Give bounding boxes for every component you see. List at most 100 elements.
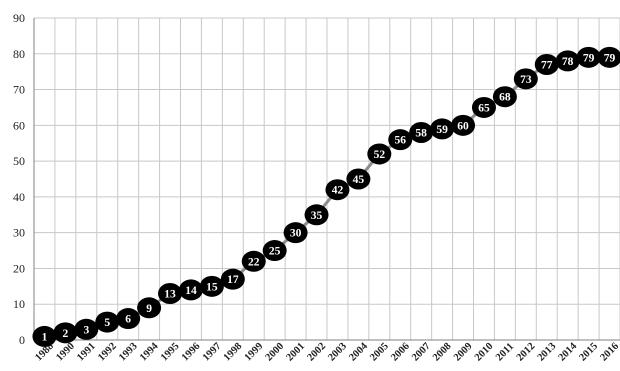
y-tick-label: 50 bbox=[13, 154, 25, 168]
x-tick-label: 2016 bbox=[598, 341, 620, 364]
data-point-marker bbox=[471, 96, 496, 118]
x-tick-label: 2010 bbox=[473, 341, 496, 364]
data-point-marker bbox=[576, 46, 601, 68]
data-label: 30 bbox=[290, 228, 302, 240]
data-point-marker bbox=[555, 50, 580, 72]
y-axis-ticks: 0 10 20 30 40 50 60 70 80 90 bbox=[13, 11, 25, 347]
data-label: 14 bbox=[185, 285, 197, 297]
grid bbox=[34, 17, 620, 340]
data-label: 56 bbox=[395, 135, 407, 147]
data-label: 59 bbox=[436, 124, 448, 136]
data-point-marker bbox=[451, 114, 476, 136]
y-tick-label: 10 bbox=[13, 297, 25, 311]
data-label: 9 bbox=[146, 303, 152, 315]
x-tick-label: 1993 bbox=[117, 341, 140, 364]
y-tick-label: 70 bbox=[13, 83, 25, 97]
x-tick-label: 2011 bbox=[494, 341, 516, 363]
x-tick-label: 2014 bbox=[557, 340, 580, 363]
data-point-marker bbox=[367, 143, 392, 165]
data-point-marker bbox=[346, 168, 371, 190]
data-point-marker bbox=[95, 311, 120, 333]
x-tick-label: 2012 bbox=[515, 341, 538, 364]
data-point-marker bbox=[74, 318, 99, 340]
data-label: 73 bbox=[520, 74, 532, 86]
data-label: 25 bbox=[269, 246, 281, 258]
data-point-marker bbox=[513, 68, 538, 90]
data-label: 6 bbox=[125, 314, 131, 326]
x-tick-label: 1994 bbox=[138, 340, 161, 363]
data-label: 58 bbox=[415, 127, 427, 139]
x-tick-label: 2006 bbox=[389, 341, 412, 364]
data-label: 15 bbox=[206, 281, 218, 293]
x-tick-label: 2015 bbox=[578, 341, 601, 364]
data-point-marker bbox=[283, 222, 308, 244]
data-label: 13 bbox=[164, 288, 176, 300]
data-point-marker bbox=[158, 282, 183, 304]
x-tick-label: 1998 bbox=[222, 341, 245, 364]
x-tick-label: 1995 bbox=[159, 341, 182, 364]
x-axis-ticks: 1988199019911992199319941995199619971998… bbox=[33, 340, 620, 363]
x-tick-label: 2007 bbox=[410, 341, 433, 364]
x-tick-label: 2000 bbox=[264, 341, 287, 364]
data-point-marker bbox=[304, 204, 329, 226]
y-tick-label: 90 bbox=[13, 11, 25, 25]
data-label: 17 bbox=[227, 274, 239, 286]
y-tick-label: 0 bbox=[19, 333, 25, 347]
data-point-marker bbox=[430, 118, 455, 140]
x-tick-label: 2005 bbox=[368, 341, 391, 364]
data-label: 65 bbox=[478, 102, 490, 114]
data-point-marker bbox=[388, 129, 413, 151]
data-label: 42 bbox=[332, 185, 344, 197]
x-tick-label: 2009 bbox=[452, 341, 475, 364]
data-label: 35 bbox=[311, 210, 323, 222]
data-label: 78 bbox=[562, 56, 574, 68]
data-point-marker bbox=[32, 325, 57, 347]
y-tick-label: 60 bbox=[13, 118, 25, 132]
x-tick-label: 2013 bbox=[536, 341, 559, 364]
data-label: 60 bbox=[457, 120, 469, 132]
data-label: 45 bbox=[353, 174, 365, 186]
data-label: 3 bbox=[83, 324, 89, 336]
data-point-marker bbox=[492, 86, 517, 108]
x-tick-label: 2002 bbox=[305, 341, 328, 364]
data-point-marker bbox=[199, 275, 224, 297]
x-tick-label: 2001 bbox=[285, 341, 308, 364]
x-tick-label: 1996 bbox=[180, 341, 203, 364]
axes bbox=[33, 18, 620, 341]
y-tick-label: 20 bbox=[13, 261, 25, 275]
series-line bbox=[44, 55, 610, 338]
x-tick-label: 1990 bbox=[54, 341, 77, 364]
data-label: 2 bbox=[63, 328, 69, 340]
data-label: 22 bbox=[248, 256, 260, 268]
data-label: 79 bbox=[583, 52, 595, 64]
data-label: 52 bbox=[374, 149, 386, 161]
data-label: 79 bbox=[604, 52, 616, 64]
data-point-marker bbox=[597, 46, 620, 68]
x-tick-label: 1997 bbox=[201, 341, 224, 364]
x-tick-label: 1992 bbox=[96, 341, 119, 364]
y-tick-label: 40 bbox=[13, 190, 25, 204]
data-label: 68 bbox=[499, 92, 511, 104]
data-point-marker bbox=[262, 240, 287, 262]
data-point-marker bbox=[534, 54, 559, 76]
data-point-marker bbox=[220, 268, 245, 290]
x-tick-label: 2004 bbox=[347, 340, 370, 363]
x-tick-label: 2008 bbox=[431, 341, 454, 364]
y-tick-label: 30 bbox=[13, 226, 25, 240]
data-point-marker bbox=[325, 179, 350, 201]
data-point-marker bbox=[53, 322, 78, 344]
data-point-marker bbox=[116, 308, 141, 330]
x-tick-label: 2003 bbox=[326, 341, 349, 364]
data-point-marker bbox=[409, 121, 434, 143]
data-label: 77 bbox=[541, 60, 553, 72]
x-tick-label: 1999 bbox=[243, 341, 266, 364]
data-point-marker bbox=[241, 250, 266, 272]
data-point-marker bbox=[178, 279, 203, 301]
data-label: 5 bbox=[104, 317, 110, 329]
y-tick-label: 80 bbox=[13, 47, 25, 61]
data-point-marker bbox=[137, 297, 162, 319]
data-label: 1 bbox=[42, 331, 48, 343]
x-tick-label: 1991 bbox=[75, 341, 98, 364]
